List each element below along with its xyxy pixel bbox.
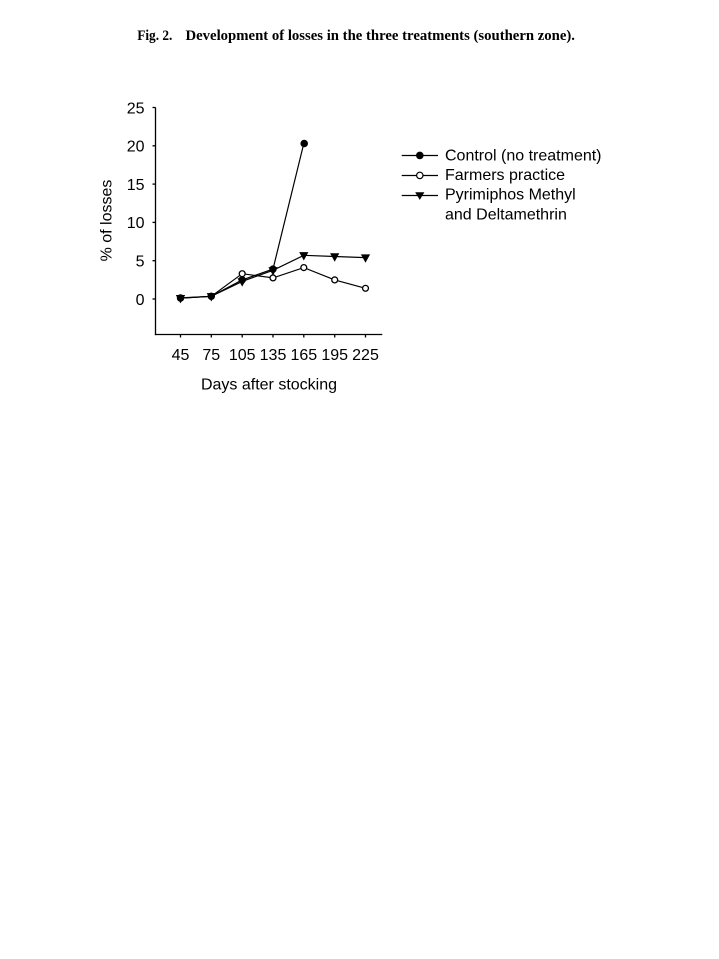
svg-text:Development of losses in the t: Development of losses in the three treat… <box>186 28 576 44</box>
svg-text:Pyrimiphos Methyl: Pyrimiphos Methyl <box>445 187 576 204</box>
svg-text:105: 105 <box>229 347 256 364</box>
svg-text:165: 165 <box>290 347 317 364</box>
svg-text:15: 15 <box>127 177 145 194</box>
svg-text:135: 135 <box>260 347 287 364</box>
svg-text:45: 45 <box>172 347 190 364</box>
svg-text:Farmers practice: Farmers practice <box>445 167 565 184</box>
svg-text:% of losses: % of losses <box>99 180 116 262</box>
svg-text:25: 25 <box>127 100 145 117</box>
svg-text:Control (no treatment): Control (no treatment) <box>445 148 602 165</box>
svg-text:and Deltamethrin: and Deltamethrin <box>445 206 567 223</box>
svg-text:Days after stocking: Days after stocking <box>201 377 337 394</box>
svg-text:Fig. 2.: Fig. 2. <box>137 28 172 44</box>
svg-text:195: 195 <box>321 347 348 364</box>
svg-text:5: 5 <box>136 254 145 271</box>
svg-text:75: 75 <box>202 347 220 364</box>
svg-text:20: 20 <box>127 139 145 156</box>
svg-text:225: 225 <box>352 347 379 364</box>
svg-text:0: 0 <box>136 292 145 309</box>
svg-text:10: 10 <box>127 215 145 232</box>
